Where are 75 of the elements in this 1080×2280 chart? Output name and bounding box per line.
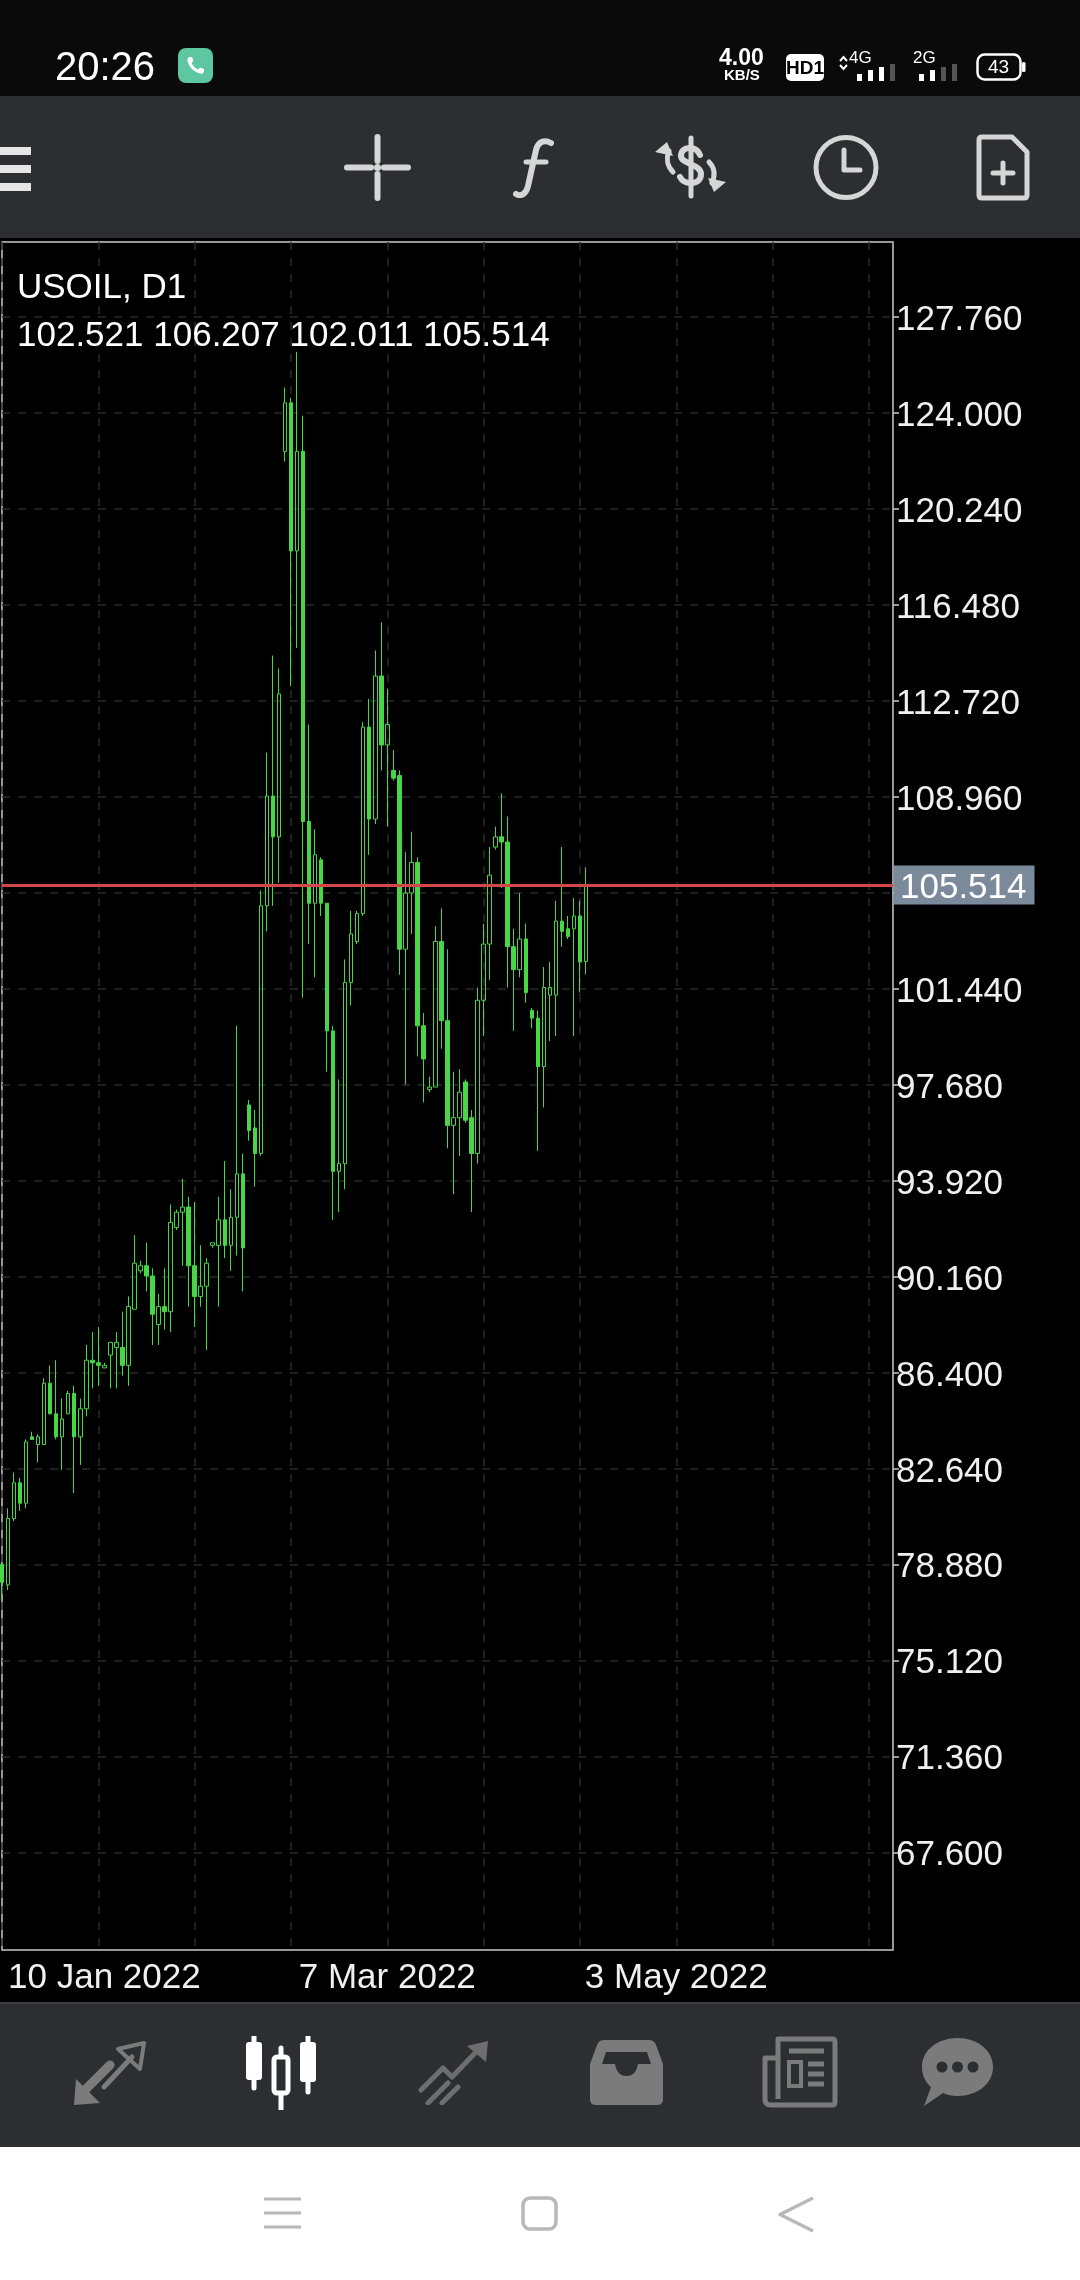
y-tick-label: 120.240 <box>896 489 1023 529</box>
y-tick-label: 108.960 <box>896 777 1023 817</box>
candlestick <box>337 1078 341 1213</box>
candlestick <box>253 1109 257 1188</box>
candlestick <box>578 900 582 994</box>
candlestick <box>259 889 263 1157</box>
candlestick <box>283 387 287 463</box>
candlestick <box>572 897 576 1037</box>
candlestick <box>12 1472 16 1522</box>
candlestick <box>54 1359 58 1440</box>
candlestick <box>325 902 329 1073</box>
text: HD1 <box>786 54 825 81</box>
candlestick <box>343 958 347 1190</box>
candlestick <box>229 1188 233 1272</box>
candlestick <box>247 1099 251 1142</box>
candlestick <box>60 1398 64 1471</box>
y-tick-label: 71.360 <box>896 1737 1004 1777</box>
text: 4G <box>849 48 872 68</box>
candlestick <box>265 752 269 932</box>
text: 20:26 <box>55 44 156 89</box>
candlestick <box>331 1025 335 1221</box>
candlestick <box>289 397 293 687</box>
text: 2G <box>913 48 936 68</box>
y-tick-label: 112.720 <box>896 681 1020 721</box>
candlestick <box>235 1025 239 1257</box>
candlestick <box>536 1009 540 1152</box>
candlestick <box>48 1364 52 1415</box>
y-tick-label: 116.480 <box>896 585 1020 625</box>
y-tick-label: 78.880 <box>896 1545 1004 1585</box>
candlestick <box>66 1390 70 1415</box>
candlestick <box>307 724 311 945</box>
y-tick-label: 82.640 <box>896 1449 1004 1489</box>
candlestick <box>36 1433 40 1463</box>
candlestick <box>530 1007 534 1029</box>
candlestick <box>271 655 275 907</box>
candlestick <box>560 846 564 948</box>
candlestick <box>524 923 528 1004</box>
y-tick-label: 127.760 <box>896 297 1023 337</box>
y-tick-label: 67.600 <box>896 1833 1004 1873</box>
y-tick-label: 75.120 <box>896 1641 1004 1681</box>
y-tick-label: 97.680 <box>896 1065 1004 1105</box>
ref-line-label: 105.514 <box>900 865 1027 905</box>
text: 102.521 106.207 102.011 105.514 <box>17 313 550 353</box>
candlestick <box>313 828 317 978</box>
candlestick <box>584 866 588 975</box>
candlestick <box>0 1561 4 1601</box>
candlestick <box>18 1477 22 1512</box>
candlestick <box>554 900 558 1037</box>
y-tick-label: 86.400 <box>896 1353 1004 1393</box>
y-tick-label: 93.920 <box>896 1161 1004 1201</box>
y-tick-label: 101.440 <box>896 969 1023 1009</box>
candlestick <box>277 667 281 884</box>
text: USOIL, D1 <box>17 265 187 305</box>
y-tick-label: 124.000 <box>896 393 1023 433</box>
candlestick <box>301 415 305 999</box>
x-tick-label: 7 Mar 2022 <box>298 1956 476 1995</box>
candlestick <box>566 915 570 940</box>
x-tick-label: 3 May 2022 <box>584 1956 768 1995</box>
candlestick <box>349 910 353 1006</box>
candlestick <box>367 698 371 856</box>
candlestick <box>223 1160 227 1259</box>
candlestick <box>295 351 299 649</box>
candlestick <box>548 961 552 1042</box>
candlestick <box>241 1152 245 1292</box>
candlestick <box>42 1377 46 1445</box>
candlestick <box>355 910 359 945</box>
candlestick <box>6 1507 10 1591</box>
candlestick <box>24 1438 28 1509</box>
candlestick <box>72 1385 76 1494</box>
x-tick-label: 10 Jan 2022 <box>8 1956 201 1995</box>
candlestick <box>542 966 546 1108</box>
y-tick-label: 90.160 <box>896 1257 1004 1297</box>
candlestick <box>361 721 365 917</box>
candlestick <box>30 1431 34 1440</box>
candlestick <box>319 856 323 917</box>
